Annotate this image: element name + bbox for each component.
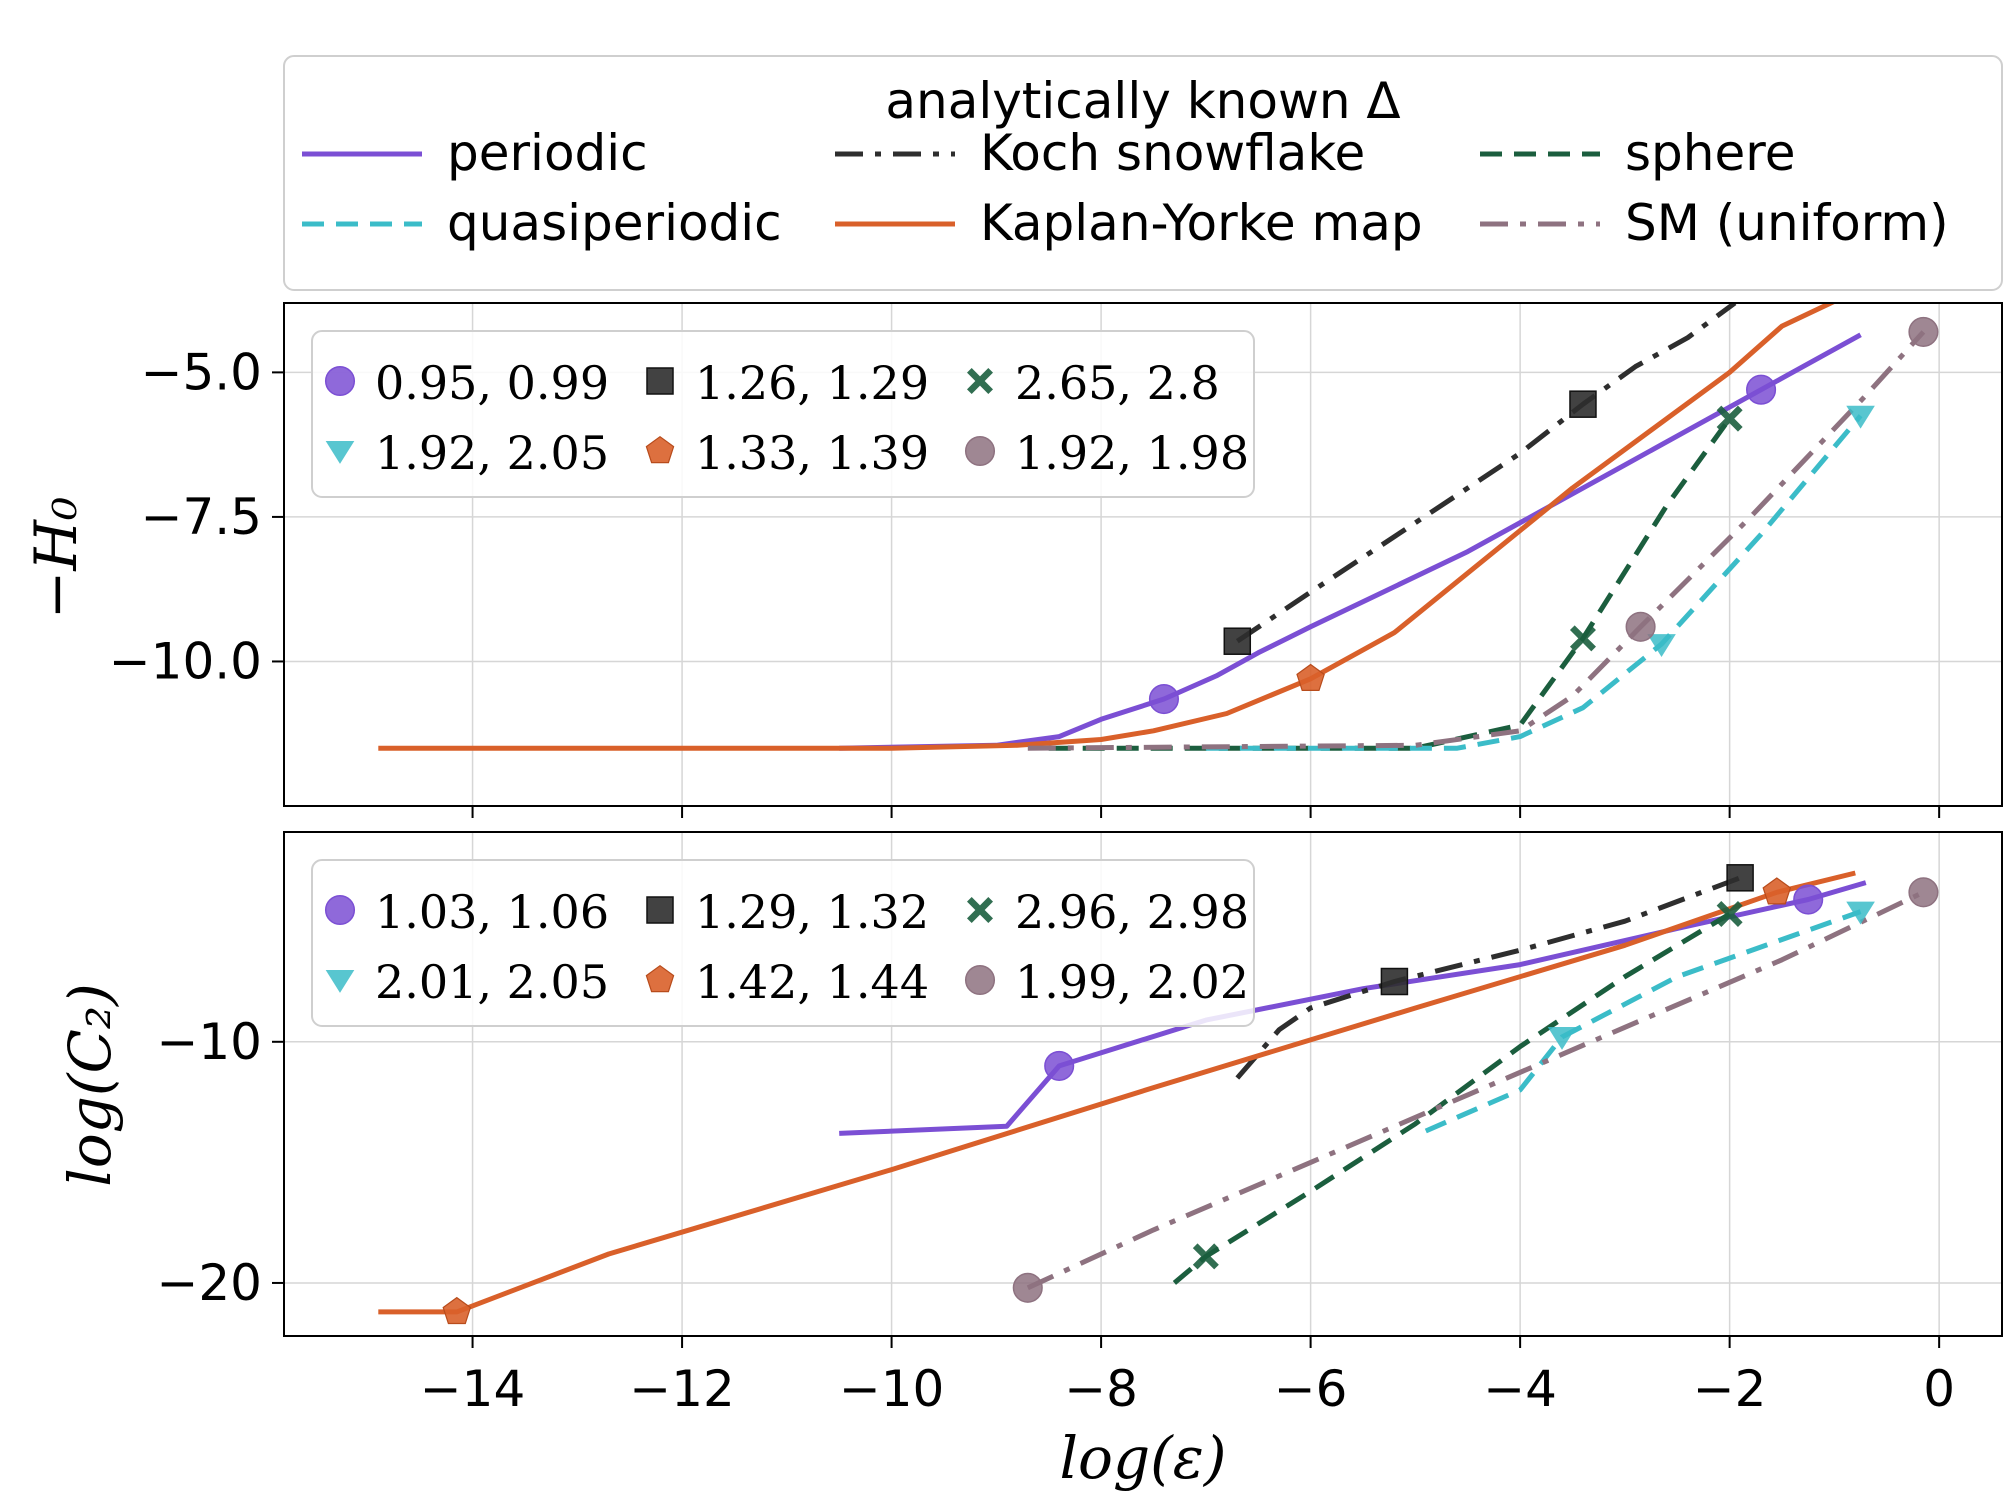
- series-line-periodic-top: [839, 332, 1862, 751]
- data-marker-koch-snowflake-top: [1569, 390, 1597, 418]
- marker-legend-symbol-top: [967, 368, 993, 394]
- legend-label-quasiperiodic: quasiperiodic: [447, 194, 782, 252]
- data-marker-koch-snowflake-bottom: [1726, 864, 1754, 892]
- data-marker-sm-uniform-bottom: [1908, 877, 1939, 908]
- panel-top: −5.0 −7.5 −10.0 0.95, 0.99 1.26, 1.29 2.65, 2…: [109, 302, 2003, 818]
- marker-legend-symbol-top: [646, 367, 674, 395]
- data-marker-sm-uniform-top: [1625, 611, 1656, 642]
- plot-frame-top: [283, 302, 2003, 807]
- y-tick-label-top: −7.5: [141, 488, 262, 546]
- legend-label-periodic: periodic: [447, 124, 648, 182]
- marker-legend-top: 0.95, 0.99 1.26, 1.29 2.65, 2.8 1.92, 2.05 1…: [311, 330, 1255, 498]
- marker-legend-symbol-bottom: [967, 897, 993, 923]
- marker-legend-symbol-top: [324, 365, 356, 397]
- y-tick-label-top: −10.0: [109, 632, 262, 690]
- panel-bottom: −10 −20 1.03, 1.06 1.29, 1.32 2.96, 2.98 2.01…: [156, 831, 2003, 1348]
- y-tick-label-bottom: −10: [156, 1013, 262, 1071]
- marker-legend-symbol-top: [325, 440, 355, 464]
- legend-label-sm-uniform: SM (uniform): [1625, 194, 1949, 252]
- series-line-sm-uniform-bottom: [1026, 890, 1925, 1291]
- x-tick-label: −4: [1483, 1360, 1557, 1418]
- data-marker-sphere-top: [1716, 405, 1743, 432]
- marker-legend-symbol-bottom: [964, 964, 996, 996]
- y-tick-label-top: −5.0: [141, 343, 262, 401]
- marker-legend-label-top: 1.33, 1.39: [695, 426, 929, 480]
- marker-legend-symbol-bottom: [325, 969, 355, 993]
- data-marker-quasiperiodic-top: [1846, 405, 1875, 429]
- x-tick-label: −10: [839, 1360, 945, 1418]
- bottom-y-axis-label: log(C₂): [56, 983, 124, 1186]
- marker-legend-label-bottom: 1.03, 1.06: [375, 885, 609, 939]
- x-tick-label: −6: [1274, 1360, 1348, 1418]
- data-marker-sphere-bottom: [1192, 1243, 1219, 1270]
- data-marker-periodic-top: [1746, 374, 1777, 405]
- data-marker-koch-snowflake-bottom: [1380, 967, 1409, 996]
- marker-legend-label-top: 2.65, 2.8: [1015, 356, 1220, 410]
- data-marker-sphere-top: [1569, 625, 1596, 652]
- marker-legend-symbol-bottom: [324, 894, 356, 926]
- x-tick-label: −12: [629, 1360, 735, 1418]
- data-marker-periodic-bottom: [1044, 1050, 1075, 1081]
- marker-legend-label-bottom: 1.42, 1.44: [695, 955, 929, 1009]
- marker-legend-label-top: 0.95, 0.99: [375, 356, 609, 410]
- legend-label-kaplan-yorke-map: Kaplan-Yorke map: [980, 194, 1423, 252]
- marker-legend-label-bottom: 1.99, 2.02: [1015, 955, 1249, 1009]
- plot-frame-bottom: [283, 831, 2003, 1337]
- data-marker-kaplan-yorke-map-bottom: [442, 1296, 472, 1325]
- data-marker-quasiperiodic-bottom: [1846, 901, 1875, 925]
- marker-legend-label-bottom: 1.29, 1.32: [695, 885, 929, 939]
- x-tick-label: −8: [1064, 1360, 1138, 1418]
- main-legend: analytically known Δ periodic Koch snowfl…: [283, 55, 2003, 291]
- legend-label-sphere: sphere: [1625, 124, 1795, 182]
- series-line-quasiperiodic-top: [1205, 414, 1863, 751]
- data-marker-sm-uniform-top: [1908, 316, 1939, 347]
- marker-legend-label-top: 1.92, 1.98: [1015, 426, 1249, 480]
- x-axis: −14 −12 −10 −8 −6 −4 −2 0: [420, 1360, 1955, 1418]
- marker-legend-symbol-top: [964, 435, 996, 467]
- data-marker-quasiperiodic-bottom: [1547, 1026, 1577, 1050]
- x-axis-label: log(ε): [1060, 1424, 1227, 1492]
- x-tick-label: 0: [1923, 1360, 1955, 1418]
- series-line-koch-snowflake-top: [1235, 303, 1737, 644]
- data-marker-koch-snowflake-top: [1223, 627, 1252, 655]
- data-marker-periodic-bottom: [1793, 884, 1824, 915]
- legend-label-koch-snowflake: Koch snowflake: [980, 124, 1365, 182]
- data-marker-sm-uniform-bottom: [1012, 1272, 1043, 1303]
- x-tick-label: −14: [420, 1360, 526, 1418]
- x-tick-label: −2: [1693, 1360, 1767, 1418]
- marker-legend-symbol-top: [645, 435, 675, 464]
- marker-legend-label-top: 1.26, 1.29: [695, 356, 929, 410]
- data-marker-sphere-bottom: [1716, 900, 1743, 927]
- marker-legend-symbol-bottom: [645, 964, 675, 993]
- data-marker-periodic-top: [1148, 683, 1180, 715]
- series-line-kaplan-yorke-map-top: [378, 303, 1837, 751]
- marker-legend-symbol-bottom: [646, 896, 674, 924]
- series-line-periodic-bottom: [839, 880, 1867, 1136]
- data-marker-kaplan-yorke-map-top: [1296, 663, 1325, 692]
- top-y-axis-label: −H₀: [22, 497, 90, 619]
- marker-legend-label-bottom: 2.96, 2.98: [1015, 885, 1249, 939]
- data-marker-kaplan-yorke-map-bottom: [1762, 877, 1792, 905]
- marker-legend-bottom: 1.03, 1.06 1.29, 1.32 2.96, 2.98 2.01, 2.05…: [311, 859, 1255, 1027]
- y-tick-label-bottom: −20: [156, 1254, 262, 1312]
- series-line-sphere-top: [1048, 417, 1732, 751]
- main-legend-title: analytically known Δ: [885, 72, 1400, 130]
- series-line-sm-uniform-top: [1027, 330, 1926, 751]
- marker-legend-label-top: 1.92, 2.05: [375, 426, 609, 480]
- marker-legend-label-bottom: 2.01, 2.05: [375, 955, 609, 1009]
- data-marker-quasiperiodic-top: [1647, 634, 1676, 657]
